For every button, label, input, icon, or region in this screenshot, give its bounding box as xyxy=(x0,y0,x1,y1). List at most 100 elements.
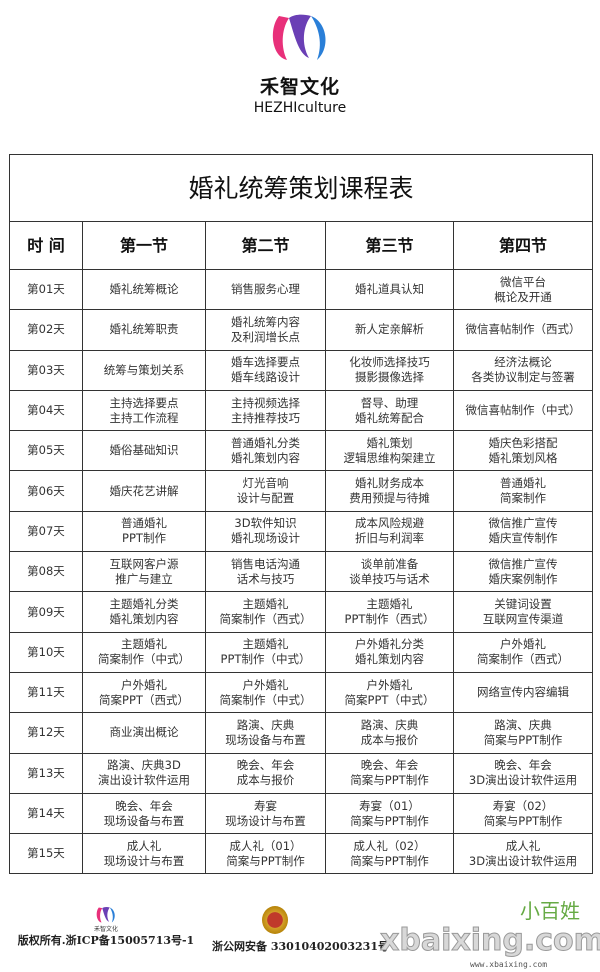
lesson-cell: 灯光音响 设计与配置 xyxy=(205,470,326,512)
day-cell: 第15天 xyxy=(9,833,83,875)
lesson-cell: 婚礼策划 逻辑思维构架建立 xyxy=(325,430,454,472)
lesson-cell: 关键词设置 互联网宣传渠道 xyxy=(453,591,593,633)
lesson-cell: 主题婚礼分类 婚礼策划内容 xyxy=(82,591,206,633)
day-cell: 第02天 xyxy=(9,309,83,351)
table-row: 第08天 互联网客户源 推广与建立 销售电话沟通 话术与技巧 谈单前准备 谈单技巧与话… xyxy=(9,551,593,593)
lesson-cell: 婚车选择要点 婚车线路设计 xyxy=(205,349,326,391)
lesson-cell: 路演、庆典 成本与报价 xyxy=(325,712,454,754)
lesson-cell: 主题婚礼 PPT制作（中式） xyxy=(205,631,326,673)
day-cell: 第09天 xyxy=(9,591,83,633)
table-row: 第10天 主题婚礼 简案制作（中式） 主题婚礼 PPT制作（中式） 户外婚礼分类 婚礼… xyxy=(9,631,593,673)
lesson-cell: 经济法概论 各类协议制定与签署 xyxy=(453,349,593,391)
police-record-block: 浙公网安备 33010402003231号 xyxy=(212,906,389,954)
lesson-cell: 化妆师选择技巧 摄影摄像选择 xyxy=(325,349,454,391)
lesson-cell: 成本风险规避 折旧与利润率 xyxy=(325,510,454,553)
lesson-cell: 寿宴（02） 简案与PPT制作 xyxy=(453,792,593,835)
column-header: 第四节 xyxy=(453,221,593,270)
lesson-cell: 路演、庆典3D 演出设计软件运用 xyxy=(82,752,206,794)
lesson-cell: 婚礼统筹概论 xyxy=(82,268,206,311)
lesson-cell: 网络宣传内容编辑 xyxy=(453,671,593,714)
lesson-cell: 户外婚礼 简案PPT（西式） xyxy=(82,671,206,714)
footer: 禾智文化 版权所有.浙ICP备15005713号-1 浙公网安备 3301040… xyxy=(0,900,600,972)
lesson-cell: 普通婚礼 简案制作 xyxy=(453,470,593,512)
lesson-cell: 微信平台 概论及开通 xyxy=(453,268,593,311)
lesson-cell: 互联网客户源 推广与建立 xyxy=(82,551,206,593)
day-cell: 第04天 xyxy=(9,389,83,432)
lesson-cell: 谈单前准备 谈单技巧与话术 xyxy=(325,551,454,593)
lesson-cell: 婚礼道具认知 xyxy=(325,268,454,311)
footer-copyright-block: 禾智文化 版权所有.浙ICP备15005713号-1 xyxy=(8,904,204,948)
lesson-cell: 成人礼 3D演出设计软件运用 xyxy=(453,833,593,875)
day-cell: 第11天 xyxy=(9,671,83,714)
lesson-cell: 普通婚礼分类 婚礼策划内容 xyxy=(205,430,326,472)
police-record-text: 浙公网安备 33010402003231号 xyxy=(212,940,389,953)
watermark-cn: 小百姓 xyxy=(520,899,580,923)
brand-name-cn: 禾智文化 xyxy=(259,76,340,98)
lesson-cell: 晚会、年会 现场设备与布置 xyxy=(82,792,206,835)
lesson-cell: 主题婚礼 PPT制作（西式） xyxy=(325,591,454,633)
lesson-cell: 婚礼财务成本 费用预提与待摊 xyxy=(325,470,454,512)
day-cell: 第14天 xyxy=(9,792,83,835)
table-row: 第13天 路演、庆典3D 演出设计软件运用 晚会、年会 成本与报价 晚会、年会 简案与… xyxy=(9,752,593,794)
lesson-cell: 主题婚礼 简案制作（中式） xyxy=(82,631,206,673)
lesson-cell: 商业演出概论 xyxy=(82,712,206,754)
lesson-cell: 销售电话沟通 话术与技巧 xyxy=(205,551,326,593)
lesson-cell: 婚礼统筹职责 xyxy=(82,309,206,351)
table-row: 第05天 婚俗基础知识 普通婚礼分类 婚礼策划内容 婚礼策划 逻辑思维构架建立 婚庆色彩… xyxy=(9,430,593,472)
day-cell: 第06天 xyxy=(9,470,83,512)
lesson-cell: 婚俗基础知识 xyxy=(82,430,206,472)
watermark-url: www.xbaixing.com xyxy=(470,960,548,969)
lesson-cell: 新人定亲解析 xyxy=(325,309,454,351)
police-emblem-icon xyxy=(262,906,288,934)
lesson-cell: 路演、庆典 简案与PPT制作 xyxy=(453,712,593,754)
lesson-cell: 主题婚礼 简案制作（西式） xyxy=(205,591,326,633)
table-row: 第03天 统筹与策划关系 婚车选择要点 婚车线路设计 化妆师选择技巧 摄影摄像选择 经济… xyxy=(9,349,593,391)
lesson-cell: 婚庆色彩搭配 婚礼策划风格 xyxy=(453,430,593,472)
header-row: 时 间第一节 第二节 第三节 第四节 xyxy=(9,221,593,270)
lesson-cell: 寿宴 现场设计与布置 xyxy=(205,792,326,835)
lesson-cell: 户外婚礼分类 婚礼策划内容 xyxy=(325,631,454,673)
lesson-cell: 主持视频选择 主持推荐技巧 xyxy=(205,389,326,432)
day-cell: 第12天 xyxy=(9,712,83,754)
day-cell: 第13天 xyxy=(9,752,83,794)
day-cell: 第08天 xyxy=(9,551,83,593)
lesson-cell: 晚会、年会 简案与PPT制作 xyxy=(325,752,454,794)
day-cell: 第07天 xyxy=(9,510,83,553)
table-row: 第06天 婚庆花艺讲解 灯光音响 设计与配置 婚礼财务成本 费用预提与待摊 普通婚礼 简… xyxy=(9,470,593,512)
lesson-cell: 微信推广宣传 婚庆宣传制作 xyxy=(453,510,593,553)
lesson-cell: 婚礼统筹内容 及利润增长点 xyxy=(205,309,326,351)
day-cell: 第10天 xyxy=(9,631,83,673)
copyright-text: 版权所有.浙ICP备15005713号-1 xyxy=(17,934,195,947)
table-row: 第15天 成人礼 现场设计与布置 成人礼（01） 简案与PPT制作 成人礼（02） 简… xyxy=(9,833,593,875)
lesson-cell: 晚会、年会 3D演出设计软件运用 xyxy=(453,752,593,794)
lesson-cell: 微信喜帖制作（中式） xyxy=(453,389,593,432)
course-schedule-table: 婚礼统筹策划课程表 时 间第一节 第二节 第三节 第四节 第01天 婚礼统筹概论 销售服务… xyxy=(9,154,593,875)
lesson-cell: 成人礼（01） 简案与PPT制作 xyxy=(205,833,326,875)
lesson-cell: 路演、庆典 现场设备与布置 xyxy=(205,712,326,754)
brand-logo: 禾智文化 HEZHIculture xyxy=(240,8,360,116)
watermark: xbaixing.com xyxy=(380,923,600,958)
small-brand-name: 禾智文化 xyxy=(93,926,118,933)
lesson-cell: 寿宴（01） 简案与PPT制作 xyxy=(325,792,454,835)
lesson-cell: 婚庆花艺讲解 xyxy=(82,470,206,512)
day-cell: 第01天 xyxy=(9,268,83,311)
lesson-cell: 户外婚礼 简案PPT（中式） xyxy=(325,671,454,714)
hezhi-small-logo-icon xyxy=(96,907,115,923)
lesson-cell: 督导、助理 婚礼统筹配合 xyxy=(325,389,454,432)
lesson-cell: 晚会、年会 成本与报价 xyxy=(205,752,326,794)
lesson-cell: 微信推广宣传 婚庆案例制作 xyxy=(453,551,593,593)
column-header: 第二节 xyxy=(205,221,326,270)
column-header: 第一节 xyxy=(82,221,206,270)
table-row: 第09天 主题婚礼分类 婚礼策划内容 主题婚礼 简案制作（西式） 主题婚礼 PPT制作… xyxy=(9,591,593,633)
lesson-cell: 3D软件知识 婚礼现场设计 xyxy=(205,510,326,553)
table-row: 第07天 普通婚礼 PPT制作 3D软件知识 婚礼现场设计 成本风险规避 折旧与利润率… xyxy=(9,510,593,553)
lesson-cell: 微信喜帖制作（西式） xyxy=(453,309,593,351)
table-row: 第12天 商业演出概论 路演、庆典 现场设备与布置 路演、庆典 成本与报价 路演、庆典 … xyxy=(9,712,593,754)
lesson-cell: 主持选择要点 主持工作流程 xyxy=(82,389,206,432)
table-row: 第04天 主持选择要点 主持工作流程 主持视频选择 主持推荐技巧 督导、助理 婚礼统筹… xyxy=(9,389,593,432)
lesson-cell: 普通婚礼 PPT制作 xyxy=(82,510,206,553)
day-cell: 第03天 xyxy=(9,349,83,391)
lesson-cell: 成人礼（02） 简案与PPT制作 xyxy=(325,833,454,875)
table-row: 第11天 户外婚礼 简案PPT（西式） 户外婚礼 简案制作（中式） 户外婚礼 简案PP… xyxy=(9,671,593,714)
brand-name-en: HEZHIculture xyxy=(253,100,347,116)
